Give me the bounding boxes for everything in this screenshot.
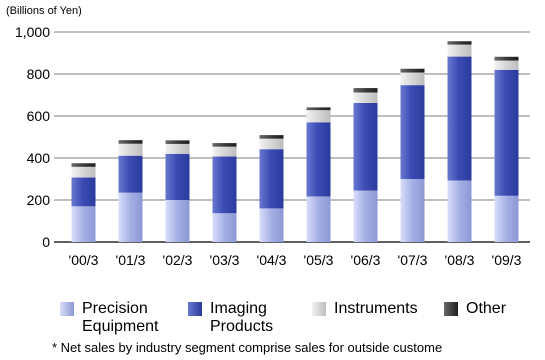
y-tick-label: 0 bbox=[42, 234, 50, 250]
bar-segment-imaging-products bbox=[165, 153, 190, 200]
x-tick-label: '00/3 bbox=[69, 252, 99, 268]
bar-segment-other bbox=[71, 163, 96, 167]
bar-segment-other bbox=[447, 41, 472, 45]
bar-segment-instruments bbox=[306, 110, 331, 123]
bar-segment-precision-equipment bbox=[353, 190, 378, 242]
bar-segment-precision-equipment bbox=[165, 200, 190, 242]
bar-segment-imaging-products bbox=[118, 155, 143, 193]
y-axis-unit-label: (Billions of Yen) bbox=[6, 5, 82, 17]
x-tick-label: '08/3 bbox=[445, 252, 475, 268]
legend-swatch-imaging bbox=[188, 302, 202, 316]
legend-label-other: Other bbox=[466, 300, 507, 317]
y-tick-label: 400 bbox=[27, 150, 51, 166]
bar-segment-imaging-products bbox=[447, 56, 472, 181]
bar-segment-instruments bbox=[71, 166, 96, 178]
bar-segment-precision-equipment bbox=[118, 192, 143, 242]
bar-segment-instruments bbox=[353, 92, 378, 103]
bar-segment-instruments bbox=[118, 143, 143, 156]
bar-segment-imaging-products bbox=[259, 149, 284, 209]
bar-segment-precision-equipment bbox=[259, 208, 284, 242]
y-tick-label: 800 bbox=[27, 66, 51, 82]
x-tick-label: '02/3 bbox=[163, 252, 193, 268]
bar-segment-instruments bbox=[494, 60, 519, 70]
bar-segment-instruments bbox=[447, 44, 472, 57]
x-axis-ticks: '00/3 '01/3 '02/3 '03/3 '04/3 '05/3 '06/3 '07/3… bbox=[69, 252, 522, 268]
footnote: * Net sales by industry segment comprise… bbox=[52, 340, 443, 355]
bar-segment-imaging-products bbox=[212, 156, 237, 214]
bar-segment-imaging-products bbox=[71, 177, 96, 207]
bar-segment-other bbox=[165, 140, 190, 144]
x-tick-label: '05/3 bbox=[304, 252, 334, 268]
bar-segment-other bbox=[259, 135, 284, 139]
x-tick-label: '01/3 bbox=[116, 252, 146, 268]
bar-segment-precision-equipment bbox=[400, 179, 425, 242]
x-tick-label: '03/3 bbox=[210, 252, 240, 268]
legend-label-imaging: Imaging Products bbox=[210, 300, 274, 335]
bar-segment-imaging-products bbox=[494, 69, 519, 196]
bar-segment-imaging-products bbox=[353, 102, 378, 191]
bar-segment-other bbox=[494, 56, 519, 61]
bar-segment-other bbox=[353, 88, 378, 93]
legend-swatch-other bbox=[444, 302, 458, 316]
bar-segment-other bbox=[212, 143, 237, 147]
bar-segment-instruments bbox=[212, 146, 237, 157]
bar-segment-other bbox=[400, 68, 425, 73]
bar-segment-other bbox=[118, 140, 143, 144]
y-tick-label: 600 bbox=[27, 108, 51, 124]
y-tick-label: 1,000 bbox=[15, 24, 50, 40]
legend: Precision Equipment Imaging Products Ins… bbox=[0, 300, 545, 340]
bar-segment-instruments bbox=[400, 72, 425, 86]
bar-segment-precision-equipment bbox=[212, 213, 237, 242]
bar-segment-imaging-products bbox=[400, 85, 425, 179]
bar-segment-precision-equipment bbox=[447, 180, 472, 242]
legend-label-precision: Precision Equipment bbox=[82, 300, 159, 335]
bar-segment-instruments bbox=[165, 143, 190, 154]
legend-label-instruments: Instruments bbox=[334, 300, 418, 317]
y-tick-label: 200 bbox=[27, 192, 51, 208]
x-tick-label: '09/3 bbox=[492, 252, 522, 268]
bar-segment-instruments bbox=[259, 138, 284, 150]
bar-segment-other bbox=[306, 107, 331, 111]
legend-swatch-precision bbox=[60, 302, 74, 316]
bar-segment-precision-equipment bbox=[494, 195, 519, 242]
x-tick-label: '04/3 bbox=[257, 252, 287, 268]
bar-segment-precision-equipment bbox=[306, 196, 331, 242]
bar-segment-precision-equipment bbox=[71, 206, 96, 242]
bar-segment-imaging-products bbox=[306, 122, 331, 197]
legend-swatch-instruments bbox=[312, 302, 326, 316]
x-tick-label: '06/3 bbox=[351, 252, 381, 268]
bars bbox=[71, 41, 519, 242]
x-tick-label: '07/3 bbox=[398, 252, 428, 268]
y-axis-ticks: 0 200 400 600 800 1,000 bbox=[15, 24, 50, 250]
